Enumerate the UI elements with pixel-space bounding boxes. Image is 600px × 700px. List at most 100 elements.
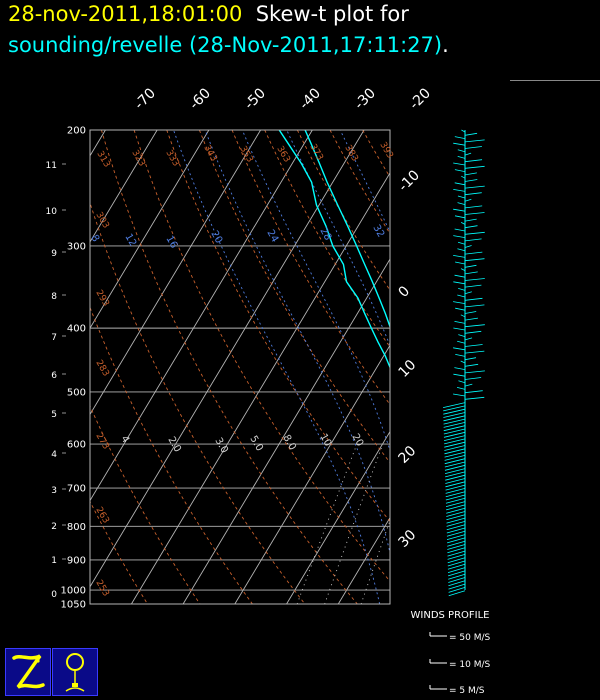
wind-barb	[464, 198, 472, 202]
wind-barb	[445, 481, 466, 488]
moisture-label-4: 24	[264, 228, 280, 245]
wind-barb	[453, 255, 466, 258]
height-tick-2: 2	[51, 522, 57, 532]
height-tick-11: 11	[46, 161, 57, 171]
wind-barb	[446, 511, 466, 517]
temp-label--30: -30	[352, 85, 379, 112]
wind-barb	[464, 251, 483, 255]
isotherm-40	[545, 130, 600, 604]
wind-barb	[446, 514, 466, 521]
isotherm--50	[90, 130, 365, 588]
dry-adiabat-label-13: 263	[93, 506, 110, 526]
wind-barb	[460, 268, 466, 271]
moisture-label-7: 4	[118, 434, 131, 445]
wind-barb	[445, 501, 466, 507]
dry-adiabat-333	[296, 130, 390, 291]
wind-barb	[447, 550, 466, 557]
pressure-tick-600: 600	[67, 440, 86, 451]
wind-barb	[464, 212, 485, 215]
wind-barb	[453, 281, 466, 285]
wind-barb	[445, 497, 466, 504]
moist-adiabat-20	[286, 130, 390, 347]
mixing-ratio-30	[505, 444, 552, 604]
wind-barb	[464, 139, 485, 143]
moisture-label-3: 20	[208, 229, 224, 246]
wind-legend-label: = 10 M/S	[449, 660, 491, 670]
wind-barb	[453, 327, 466, 331]
dry-adiabat-233	[90, 500, 148, 604]
isotherm--60	[90, 130, 313, 502]
pressure-tick-900: 900	[67, 555, 86, 566]
z-logo	[5, 648, 51, 696]
wind-barb	[464, 370, 485, 374]
wind-barb	[445, 491, 466, 498]
wind-barb	[464, 344, 483, 347]
wind-barb	[453, 189, 466, 192]
wind-barb	[455, 307, 466, 311]
moisture-label-9: 3.0	[212, 436, 229, 455]
wind-barb	[464, 317, 478, 321]
wind-barb	[464, 396, 485, 400]
mixing-ratio-3	[324, 443, 384, 604]
mixing-ratio-16	[452, 444, 502, 604]
title-period: .	[442, 33, 449, 57]
wind-barb	[461, 129, 466, 133]
wind-barb	[444, 438, 466, 445]
pressure-tick-700: 700	[67, 484, 86, 495]
dry-adiabat-373	[428, 130, 600, 604]
pressure-tick-800: 800	[67, 522, 86, 533]
temp-label-right-10: 10	[396, 357, 420, 381]
isotherm--80	[90, 130, 210, 330]
wind-barb	[443, 422, 466, 428]
wind-barb	[464, 172, 477, 176]
wind-barb	[446, 507, 466, 514]
wind-barb	[457, 156, 466, 159]
wind-barb	[454, 182, 466, 186]
wind-barb	[445, 474, 466, 481]
moist-adiabat-32	[471, 130, 509, 604]
wind-barb	[464, 271, 478, 275]
wind-barb	[447, 554, 466, 560]
wind-barb	[447, 540, 466, 547]
dry-adiabat-label-7: 383	[342, 144, 359, 164]
temp-label--60: -60	[187, 85, 214, 112]
wind-barb	[464, 185, 485, 189]
isotherm-10	[389, 603, 390, 604]
wind-barb	[443, 428, 466, 435]
wind-barb	[464, 218, 477, 222]
temp-label--70: -70	[132, 85, 159, 112]
dry-adiabat-363	[395, 130, 600, 604]
wind-barb	[464, 132, 478, 136]
weather-balloon-icon	[65, 653, 85, 692]
mixing-ratio-20	[470, 444, 519, 604]
wind-barb	[453, 301, 466, 304]
isotherm--70	[90, 130, 261, 416]
moisture-label-6: 32	[370, 223, 386, 240]
wind-barb	[464, 278, 485, 281]
pressure-tick-500: 500	[67, 387, 86, 398]
wind-barb	[454, 274, 466, 278]
wind-barb	[453, 393, 466, 397]
wind-legend: = 50 M/S = 10 M/S = 5 M/S	[429, 632, 491, 696]
dry-adiabat-273	[100, 130, 358, 604]
wind-barb	[446, 521, 466, 527]
wind-barb	[446, 534, 466, 540]
height-tick-0: 0	[51, 590, 57, 600]
wind-barb	[457, 202, 466, 205]
wind-barb	[457, 149, 466, 153]
wind-barb	[446, 504, 466, 511]
wind-barb	[446, 524, 466, 531]
wind-barb	[444, 464, 466, 471]
dry-adiabat-label-12: 273	[93, 432, 110, 452]
wind-barb	[448, 587, 466, 593]
dry-adiabat-label-0: 313	[94, 150, 111, 170]
wind-barb	[464, 179, 478, 182]
wind-barb	[464, 363, 479, 367]
wind-legend-label: = 50 M/S	[449, 633, 491, 643]
height-tick-10: 10	[46, 207, 58, 217]
moist-adiabat-12	[204, 130, 390, 555]
dry-adiabat-label-3: 343	[201, 144, 218, 164]
wind-barb	[454, 228, 466, 232]
height-tick-8: 8	[51, 292, 57, 302]
